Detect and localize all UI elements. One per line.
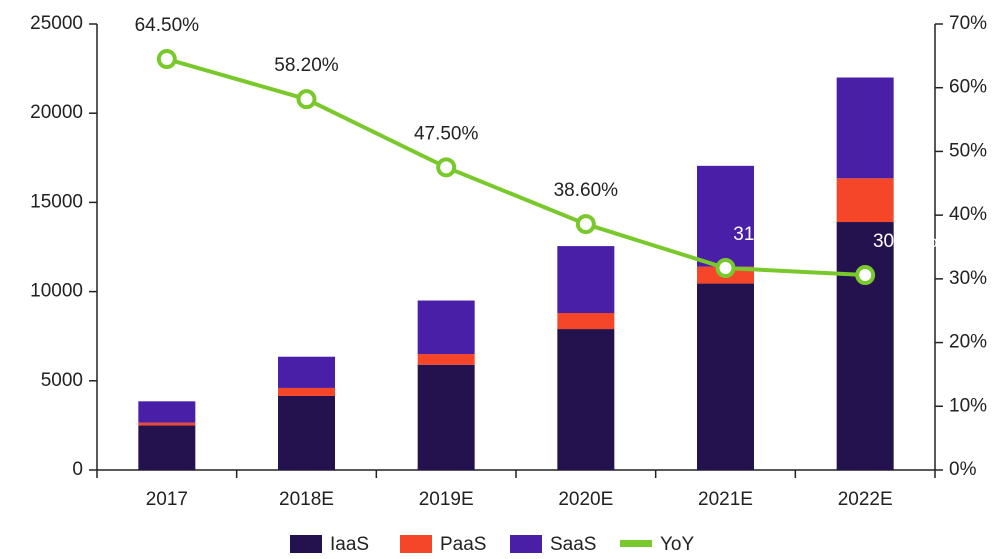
bar-segment <box>697 283 754 470</box>
y2-tick-label: 60% <box>949 77 987 98</box>
bar-segment <box>557 246 615 314</box>
y-tick-label: 25000 <box>30 13 83 34</box>
line-point <box>436 157 457 178</box>
bar-segment <box>417 354 475 365</box>
bar-segment <box>417 300 475 355</box>
legend-swatch <box>620 540 652 547</box>
x-tick-label: 2022E <box>838 489 893 510</box>
y-tick-label: 15000 <box>30 191 83 212</box>
line-point <box>296 89 317 110</box>
line-point <box>715 258 736 279</box>
legend-swatch <box>510 535 542 553</box>
line-point <box>575 214 596 235</box>
legend-label: SaaS <box>550 534 596 555</box>
data-label: 64.50% <box>135 15 200 36</box>
bar-segment <box>138 422 196 426</box>
bar-segment <box>557 313 615 330</box>
y2-tick-label: 10% <box>949 395 987 416</box>
x-tick-label: 2020E <box>558 489 613 510</box>
bar-segment <box>836 178 894 223</box>
x-tick-label: 2021E <box>698 489 753 510</box>
legend-swatch <box>290 535 322 553</box>
line-point <box>855 265 876 286</box>
y2-tick-label: 0% <box>949 459 977 480</box>
bar-segment <box>278 356 335 388</box>
data-label: 47.50% <box>414 123 479 144</box>
bar-segment <box>697 165 754 267</box>
y-tick-label: 10000 <box>30 281 83 302</box>
data-label: 30.60% <box>873 231 938 252</box>
y-tick-label: 20000 <box>30 102 83 123</box>
x-tick-label: 2019E <box>419 489 474 510</box>
x-tick-label: 2018E <box>279 489 334 510</box>
y2-tick-label: 30% <box>949 268 987 289</box>
y-tick-label: 0 <box>72 459 83 480</box>
legend-label: PaaS <box>440 534 486 555</box>
legend-label: IaaS <box>330 534 369 555</box>
y2-tick-label: 20% <box>949 332 987 353</box>
bar-segment <box>836 222 894 470</box>
data-label: 58.20% <box>274 55 339 76</box>
x-tick-label: 2017 <box>146 489 188 510</box>
y-tick-label: 5000 <box>41 370 83 391</box>
bar-segment <box>138 401 196 423</box>
bar-segment <box>557 329 615 470</box>
data-label: 31.70% <box>733 224 798 245</box>
bar-segment <box>417 364 475 470</box>
legend-label: YoY <box>660 534 694 555</box>
line-point <box>156 49 177 70</box>
legend-swatch <box>400 535 432 553</box>
y2-tick-label: 50% <box>949 140 987 161</box>
y2-tick-label: 40% <box>949 204 987 225</box>
bar-segment <box>278 395 335 470</box>
data-label: 38.60% <box>554 180 619 201</box>
bar-segment <box>278 387 335 396</box>
line <box>166 57 866 278</box>
bar-segment <box>138 425 196 470</box>
y2-tick-label: 70% <box>949 13 987 34</box>
bar-segment <box>836 77 894 179</box>
